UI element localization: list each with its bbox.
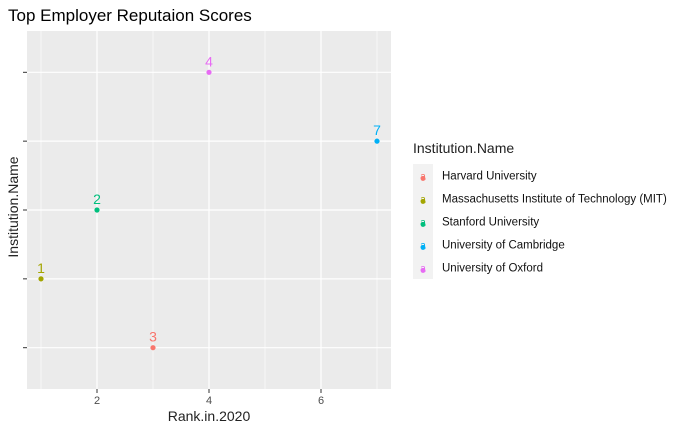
grid-lines bbox=[27, 31, 391, 389]
data-point bbox=[94, 207, 100, 213]
y-axis-ticks bbox=[23, 71, 27, 349]
legend-key-glyph: a bbox=[420, 218, 426, 229]
legend-key-glyph: a bbox=[420, 195, 426, 206]
y-axis-title: Institution.Name bbox=[5, 156, 21, 257]
data-point-label: 2 bbox=[93, 191, 101, 207]
legend-title: Institution.Name bbox=[413, 140, 514, 156]
legend-label: University of Cambridge bbox=[442, 240, 565, 252]
x-tick-label: 4 bbox=[206, 395, 212, 407]
legend-key-point bbox=[420, 268, 426, 273]
legend-key-glyph: a bbox=[420, 172, 426, 183]
legend: Institution.Name a Harvard University a Mas… bbox=[413, 140, 667, 279]
legend-key-glyph: a bbox=[420, 241, 426, 252]
data-point-label: 4 bbox=[205, 53, 213, 69]
legend-label: University of Oxford bbox=[442, 263, 543, 275]
legend-key-point bbox=[420, 222, 426, 227]
data-point-label: 7 bbox=[373, 122, 381, 138]
x-tick-label: 6 bbox=[318, 395, 324, 407]
data-point bbox=[38, 276, 44, 282]
legend-key-background bbox=[413, 164, 433, 279]
legend-label: Stanford University bbox=[442, 217, 539, 229]
data-point-label: 3 bbox=[149, 329, 157, 345]
data-point bbox=[150, 345, 156, 351]
data-point-label: 1 bbox=[37, 260, 45, 276]
legend-label: Harvard University bbox=[442, 171, 537, 183]
legend-key-point bbox=[420, 245, 426, 250]
legend-key-glyph: a bbox=[420, 264, 426, 275]
legend-key-point bbox=[420, 176, 426, 181]
x-axis-title: Rank.in.2020 bbox=[168, 408, 251, 424]
legend-key-point bbox=[420, 199, 426, 204]
x-tick-label: 2 bbox=[94, 395, 100, 407]
legend-items: a Harvard University a Massachusetts Instit… bbox=[413, 164, 667, 279]
legend-label: Massachusetts Institute of Technology (M… bbox=[442, 194, 667, 206]
data-point bbox=[206, 69, 212, 75]
data-points: 3 1 2 7 4 bbox=[37, 53, 381, 351]
data-point bbox=[374, 138, 380, 144]
chart-title: Top Employer Reputaion Scores bbox=[8, 6, 252, 25]
x-axis-ticks: 2 4 6 bbox=[94, 389, 324, 407]
